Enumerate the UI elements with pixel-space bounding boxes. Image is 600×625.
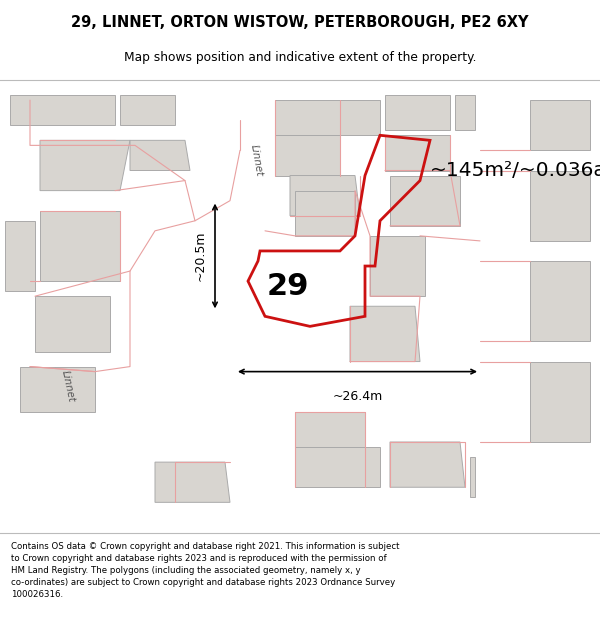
Polygon shape xyxy=(350,306,420,361)
Polygon shape xyxy=(0,80,600,100)
Polygon shape xyxy=(385,95,450,130)
Text: Linnet: Linnet xyxy=(248,144,264,177)
Polygon shape xyxy=(385,135,450,171)
Polygon shape xyxy=(10,95,115,125)
Polygon shape xyxy=(275,135,340,176)
Polygon shape xyxy=(120,95,175,125)
Polygon shape xyxy=(390,442,465,488)
Polygon shape xyxy=(35,296,110,351)
Polygon shape xyxy=(295,412,365,447)
Polygon shape xyxy=(0,80,30,532)
Polygon shape xyxy=(295,191,355,236)
Text: ~20.5m: ~20.5m xyxy=(194,231,207,281)
Polygon shape xyxy=(295,447,380,488)
Text: Linnet: Linnet xyxy=(60,370,76,404)
Polygon shape xyxy=(530,171,590,241)
Text: ~145m²/~0.036ac.: ~145m²/~0.036ac. xyxy=(430,161,600,180)
Polygon shape xyxy=(130,141,190,171)
Polygon shape xyxy=(370,236,425,296)
Polygon shape xyxy=(40,141,130,191)
Polygon shape xyxy=(0,503,600,532)
Polygon shape xyxy=(240,120,480,151)
Polygon shape xyxy=(290,176,360,216)
Polygon shape xyxy=(530,100,590,151)
Polygon shape xyxy=(455,95,475,130)
Text: 29, LINNET, ORTON WISTOW, PETERBOROUGH, PE2 6XY: 29, LINNET, ORTON WISTOW, PETERBOROUGH, … xyxy=(71,15,529,30)
Text: Map shows position and indicative extent of the property.: Map shows position and indicative extent… xyxy=(124,51,476,64)
Polygon shape xyxy=(530,261,590,341)
Polygon shape xyxy=(275,100,380,135)
Text: ~26.4m: ~26.4m xyxy=(332,390,383,402)
Polygon shape xyxy=(95,80,280,532)
Text: Contains OS data © Crown copyright and database right 2021. This information is : Contains OS data © Crown copyright and d… xyxy=(11,542,400,599)
Polygon shape xyxy=(530,361,590,442)
Polygon shape xyxy=(390,176,460,226)
Polygon shape xyxy=(480,80,520,532)
Polygon shape xyxy=(470,457,475,498)
Text: 29: 29 xyxy=(267,272,309,301)
Polygon shape xyxy=(155,462,230,503)
Polygon shape xyxy=(5,221,35,291)
Polygon shape xyxy=(20,367,95,412)
Polygon shape xyxy=(40,211,120,281)
Polygon shape xyxy=(140,80,265,532)
